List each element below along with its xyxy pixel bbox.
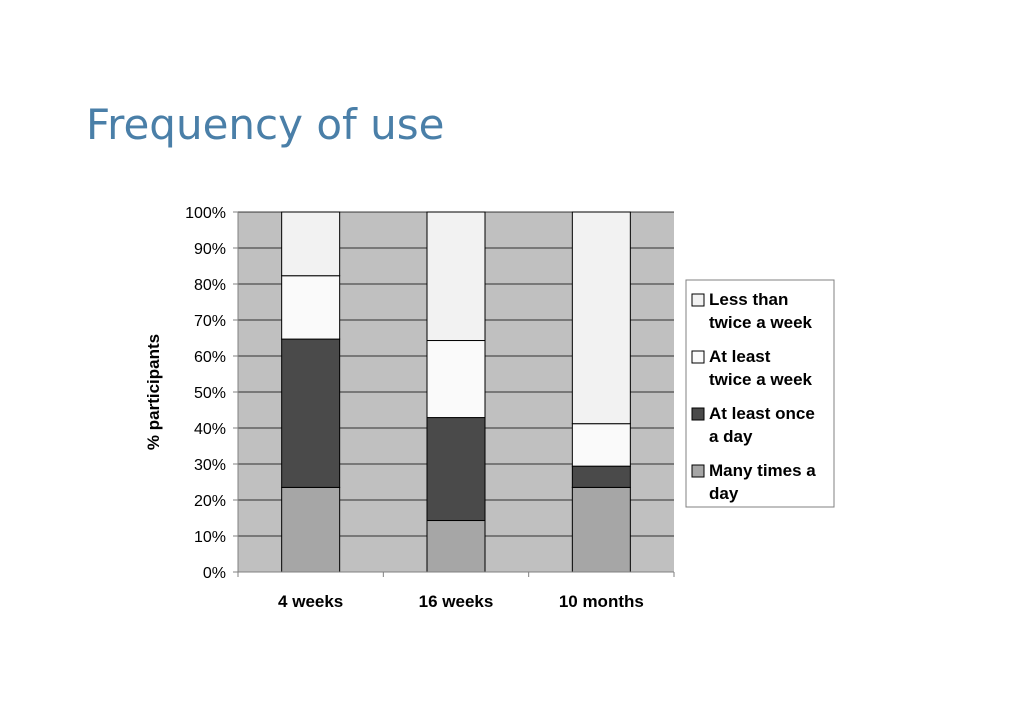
y-tick-label: 100%	[185, 205, 226, 222]
bar-segment	[571, 465, 631, 488]
y-tick-labels: 0% 10% 20% 30% 40% 50% 60% 70% 80% 90% 100%	[185, 205, 226, 582]
legend-swatch	[691, 464, 705, 478]
bar-segment	[426, 520, 486, 573]
legend-box	[685, 279, 835, 508]
legend-label: day	[709, 484, 739, 503]
legend: Less than twice a week At least twice a wee…	[685, 279, 835, 508]
bar-segment	[281, 211, 341, 277]
y-tick-label: 20%	[194, 493, 226, 510]
axes	[233, 211, 675, 577]
bar-segment	[281, 275, 341, 340]
x-tick-labels: 4 weeks 16 weeks 10 months	[278, 592, 644, 611]
y-tick-label: 30%	[194, 457, 226, 474]
y-tick-label: 70%	[194, 313, 226, 330]
y-tick-label: 10%	[194, 529, 226, 546]
y-tick-label: 60%	[194, 349, 226, 366]
bar-segment	[281, 486, 341, 573]
bar-segment	[426, 211, 486, 342]
x-tick-label: 16 weeks	[419, 592, 494, 611]
bars	[281, 211, 631, 573]
slide-title: Frequency of use	[86, 100, 445, 149]
legend-label: twice a week	[709, 370, 813, 389]
y-tick-label: 50%	[194, 385, 226, 402]
bar-segment	[281, 338, 341, 488]
x-tick-label: 4 weeks	[278, 592, 343, 611]
legend-swatch	[691, 293, 705, 307]
bar-segment	[426, 340, 486, 419]
bar-segment	[426, 417, 486, 522]
legend-swatch	[691, 407, 705, 421]
bar-segment	[571, 423, 631, 467]
legend-label: a day	[709, 427, 753, 446]
legend-label: Less than	[709, 290, 788, 309]
legend-swatch	[691, 350, 705, 364]
y-tick-label: 40%	[194, 421, 226, 438]
bar-segment	[571, 486, 631, 573]
legend-label: At least	[709, 347, 771, 366]
y-axis-label: % participants	[144, 334, 163, 450]
x-tick-label: 10 months	[559, 592, 644, 611]
y-tick-label: 80%	[194, 277, 226, 294]
bar-segment	[571, 211, 631, 425]
legend-label: Many times a	[709, 461, 816, 480]
legend-label: twice a week	[709, 313, 813, 332]
legend-label: At least once	[709, 404, 815, 423]
y-tick-label: 90%	[194, 241, 226, 258]
y-tick-label: 0%	[203, 565, 226, 582]
